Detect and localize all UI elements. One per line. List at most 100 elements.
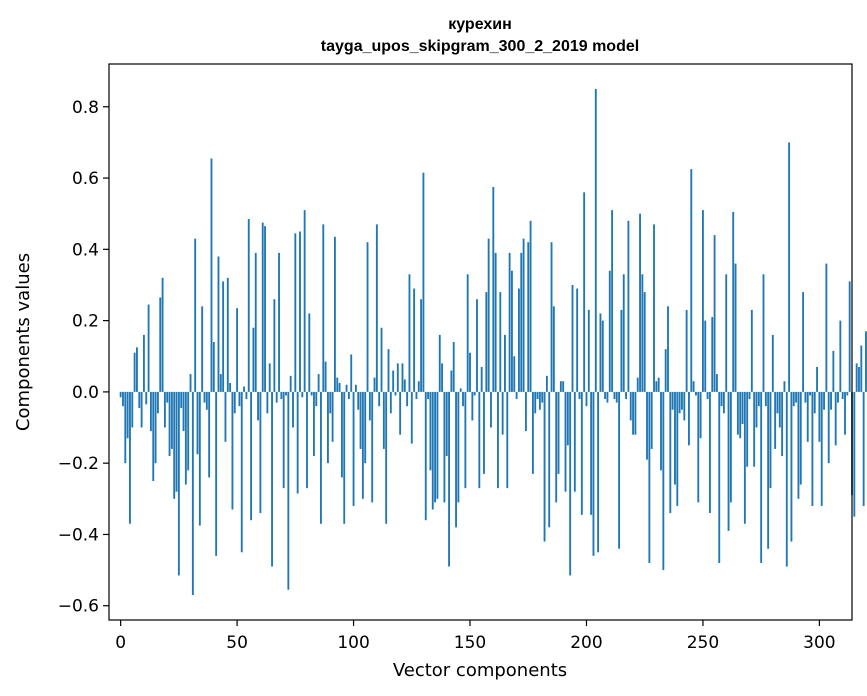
bar-270 [748, 391, 751, 400]
bar-220 [632, 391, 634, 435]
bar-112 [380, 327, 383, 392]
bar-18 [161, 277, 164, 392]
bar-243 [685, 309, 688, 392]
bar-138 [441, 363, 443, 392]
bar-11 [145, 391, 148, 405]
bar-176 [529, 220, 532, 392]
bar-284 [781, 391, 784, 457]
bar-91 [331, 391, 334, 442]
bar-216 [622, 274, 625, 392]
bar-95 [340, 391, 343, 478]
bar-209 [606, 391, 609, 403]
bar-6 [133, 352, 136, 392]
bar-313 [848, 281, 851, 392]
bar-84 [315, 391, 318, 407]
bar-80 [306, 391, 308, 489]
bar-67 [275, 391, 278, 403]
bar-140 [445, 391, 448, 457]
bar-171 [518, 288, 520, 392]
bar-68 [278, 252, 280, 392]
bar-54 [245, 391, 248, 400]
bar-253 [708, 391, 711, 514]
bar-55 [247, 219, 250, 392]
bar-104 [361, 391, 364, 499]
bar-309 [839, 320, 842, 392]
bar-134 [431, 391, 434, 510]
bar-298 [813, 391, 816, 414]
bar-305 [830, 391, 832, 410]
bar-72 [287, 391, 290, 590]
bar-49 [233, 391, 236, 414]
bar-139 [443, 391, 446, 503]
bar-320 [865, 331, 867, 392]
bar-20 [166, 391, 169, 403]
y-tick-label: −0.4 [58, 525, 99, 545]
x-tick-label: 50 [226, 633, 248, 653]
x-tick-label: 0 [115, 633, 126, 653]
bar-127 [415, 391, 418, 400]
bar-19 [163, 391, 166, 428]
bar-110 [375, 224, 378, 392]
bar-206 [599, 313, 602, 392]
bar-23 [173, 391, 176, 499]
bar-254 [711, 317, 714, 392]
bar-45 [224, 391, 227, 442]
bar-126 [413, 288, 416, 392]
bar-90 [329, 391, 332, 414]
bar-62 [264, 226, 266, 392]
bar-32 [194, 238, 197, 392]
bar-17 [159, 297, 162, 392]
x-axis-ticks: 0 50 100 150 200 250 300 [115, 620, 836, 653]
bar-290 [795, 391, 798, 403]
bar-27 [182, 391, 185, 432]
bar-79 [303, 210, 306, 392]
bar-267 [741, 391, 744, 424]
bar-189 [559, 381, 562, 392]
bar-103 [359, 391, 362, 449]
bar-114 [385, 391, 388, 524]
bar-124 [408, 274, 411, 392]
y-tick-label: −0.2 [58, 454, 99, 474]
chart-subtitle: tayga_upos_skipgram_300_2_2019 model [321, 38, 639, 55]
bar-315 [853, 391, 856, 517]
y-axis-label: Components values [13, 253, 34, 431]
bar-81 [308, 313, 311, 392]
bar-16 [156, 391, 159, 414]
bar-102 [357, 391, 360, 410]
bar-225 [643, 292, 646, 392]
bar-89 [327, 391, 329, 464]
bar-29 [187, 391, 190, 471]
x-axis-label: Vector components [393, 660, 567, 681]
bar-213 [615, 391, 618, 403]
bar-175 [527, 242, 530, 392]
bar-259 [722, 391, 725, 414]
bar-170 [515, 391, 518, 400]
bar-60 [259, 391, 262, 514]
bar-217 [625, 391, 627, 400]
bar-255 [713, 235, 716, 392]
bar-222 [636, 377, 639, 392]
bar-210 [608, 270, 611, 392]
bar-136 [436, 391, 439, 499]
bar-231 [657, 377, 660, 392]
bar-188 [557, 391, 560, 474]
bar-38 [208, 391, 211, 478]
bar-146 [459, 388, 462, 392]
bar-137 [438, 334, 441, 392]
bar-277 [764, 391, 767, 407]
bar-147 [462, 391, 464, 407]
bar-35 [201, 306, 204, 392]
bar-160 [492, 186, 495, 392]
y-axis-ticks: −0.6 −0.4 −0.2 0.0 0.2 0.4 0.6 0.8 [58, 98, 109, 617]
bar-250 [702, 210, 704, 392]
bar-200 [585, 391, 588, 407]
bar-132 [427, 391, 430, 400]
bar-121 [401, 363, 404, 392]
bar-234 [664, 349, 667, 392]
bar-172 [520, 252, 523, 392]
bar-25 [177, 391, 180, 576]
bar-154 [478, 391, 481, 489]
bar-56 [250, 391, 253, 521]
bar-83 [313, 391, 315, 457]
bar-31 [191, 391, 194, 596]
